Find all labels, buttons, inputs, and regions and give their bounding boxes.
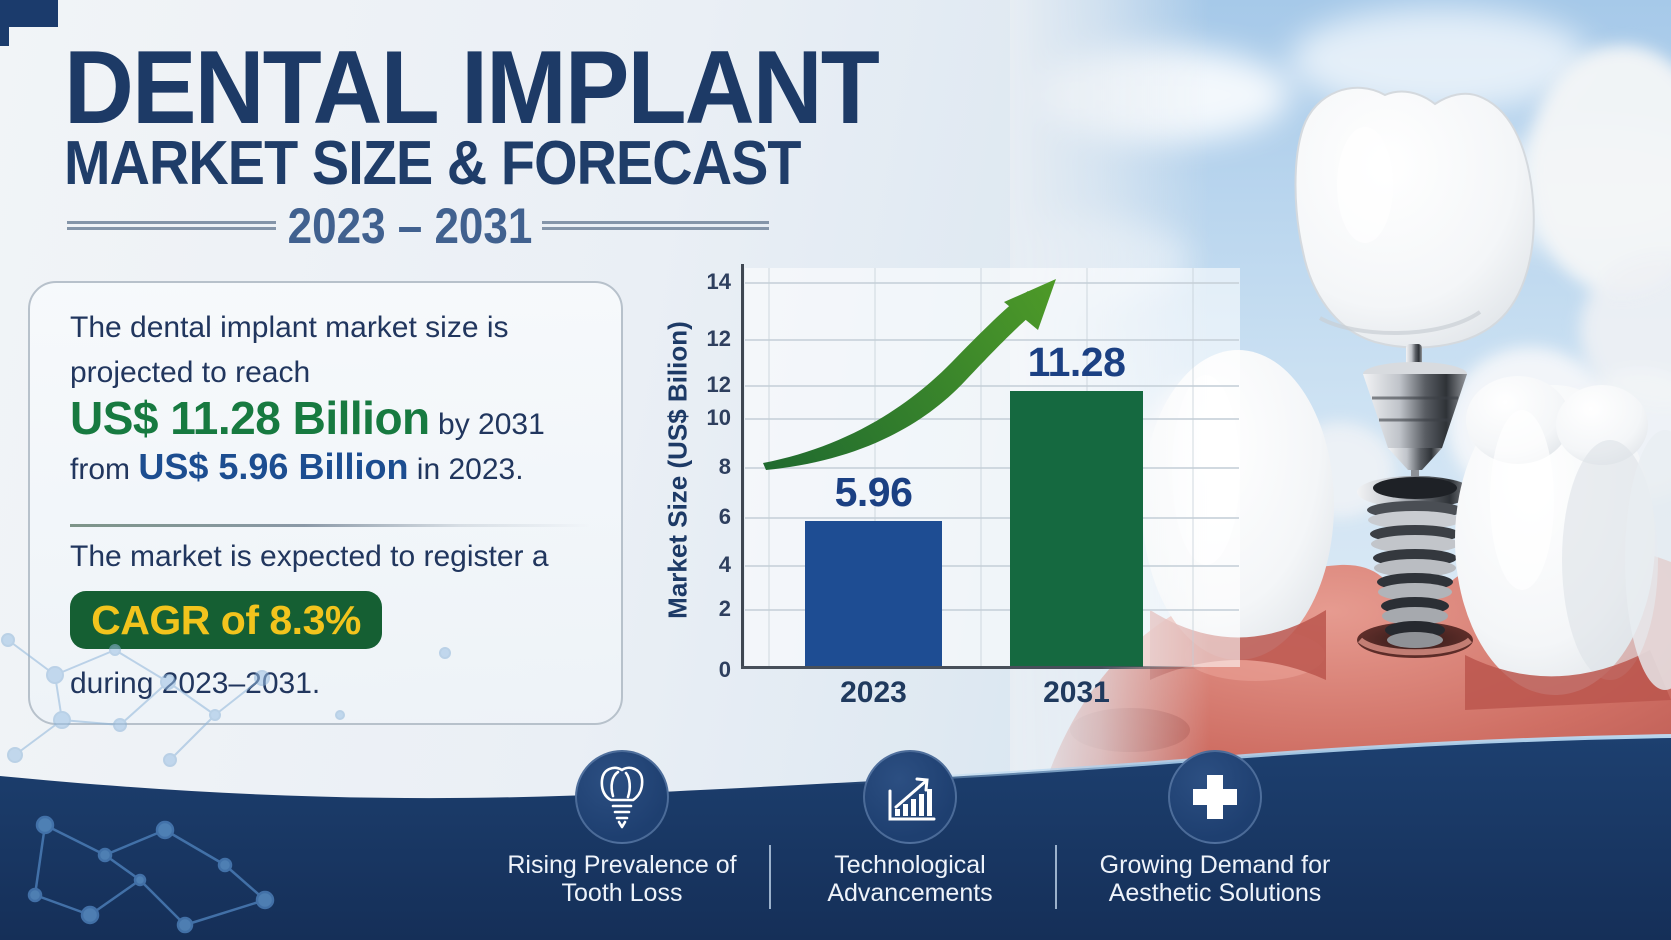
cagr-badge-text: CAGR of 8.3% [91, 596, 361, 643]
y-tick-label: 4 [718, 552, 731, 577]
gridline-horizontal [745, 517, 1239, 519]
driver-label-line1: Technological [834, 851, 986, 879]
page-subtitle: MARKET SIZE & FORECAST [64, 129, 802, 198]
cagr-intro: The market is expected to register a [70, 540, 549, 573]
growth-chart-icon [888, 777, 936, 821]
gridline-horizontal [745, 282, 1239, 284]
projected-value-line: US$ 11.28 Billion by 2031 [70, 391, 545, 445]
driver-divider [769, 845, 771, 909]
implant-crown [1294, 86, 1535, 368]
base-value: US$ 5.96 Billion [138, 446, 409, 487]
driver-label: Growing Demand for Aesthetic Solutions [1055, 851, 1375, 907]
bar-2023 [805, 521, 942, 667]
driver-icon-circle [863, 750, 957, 844]
base-suffix: in 2023. [408, 453, 524, 486]
y-tick-label: 2 [718, 596, 731, 621]
y-tick-label: 10 [706, 405, 731, 430]
y-axis-title: Market Size (US$ Bilion) [662, 321, 693, 619]
bar-value-label: 5.96 [834, 469, 913, 515]
driver-label-line1: Growing Demand for [1099, 851, 1331, 879]
x-tick-label: 2023 [840, 676, 907, 709]
market-summary-card: The dental implant market size is projec… [28, 281, 623, 725]
forecast-period: 2023 – 2031 [287, 198, 533, 254]
bar-2031 [1010, 391, 1143, 667]
summary-intro: The dental implant market size is projec… [70, 305, 509, 395]
driver-divider [1055, 845, 1057, 909]
implant-screw [1357, 476, 1473, 658]
page-title: DENTAL IMPLANT [64, 30, 880, 146]
driver-icon-circle [1168, 750, 1262, 844]
gridline-vertical [1192, 268, 1194, 667]
summary-intro-line2: projected to reach [70, 356, 311, 389]
base-prefix: from [70, 453, 139, 486]
projected-value: US$ 11.28 Billion [70, 392, 430, 444]
driver-label-line2: Tooth Loss [561, 879, 683, 907]
driver-icon-circle [575, 750, 669, 844]
y-axis-line [741, 264, 744, 668]
period-rule-right [542, 221, 769, 230]
y-tick-label: 6 [718, 504, 731, 529]
y-tick-label: 8 [718, 454, 731, 479]
gridline-horizontal [745, 565, 1239, 567]
gridline-horizontal [745, 609, 1239, 611]
bar-value-label: 11.28 [1027, 339, 1126, 385]
y-tick-label: 12 [706, 372, 731, 397]
y-tick-label: 14 [706, 269, 731, 294]
base-value-line: from US$ 5.96 Billion in 2023. [70, 446, 524, 488]
molecule-pattern [1, 633, 451, 934]
driver-label-line2: Aesthetic Solutions [1108, 879, 1322, 907]
corner-accent [0, 0, 58, 27]
gridline-vertical [980, 268, 982, 667]
corner-accent-strip [0, 0, 9, 46]
summary-intro-line1: The dental implant market size is [70, 311, 509, 344]
projected-suffix: by 2031 [429, 408, 545, 441]
driver-label: Rising Prevalence of Tooth Loss [462, 851, 782, 907]
x-axis-line [741, 666, 1203, 669]
gridline-horizontal [745, 418, 1239, 420]
card-divider [70, 524, 590, 527]
driver-label-line2: Advancements [827, 879, 993, 907]
tooth-implant-icon [600, 766, 644, 829]
medical-plus-icon [1193, 775, 1237, 819]
gridline-vertical [768, 268, 770, 667]
y-tick-label: 12 [706, 326, 731, 351]
x-tick-label: 2031 [1043, 676, 1110, 709]
driver-label: Technological Advancements [750, 851, 1070, 907]
period-rule-left [67, 221, 276, 230]
cagr-badge: CAGR of 8.3% [70, 591, 382, 649]
y-tick-label: 0 [718, 657, 731, 682]
driver-label-line1: Rising Prevalence of [507, 851, 737, 879]
cagr-period: during 2023–2031. [70, 667, 321, 700]
